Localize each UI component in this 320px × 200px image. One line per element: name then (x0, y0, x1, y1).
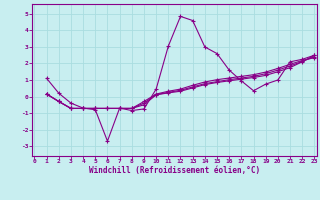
X-axis label: Windchill (Refroidissement éolien,°C): Windchill (Refroidissement éolien,°C) (89, 166, 260, 175)
